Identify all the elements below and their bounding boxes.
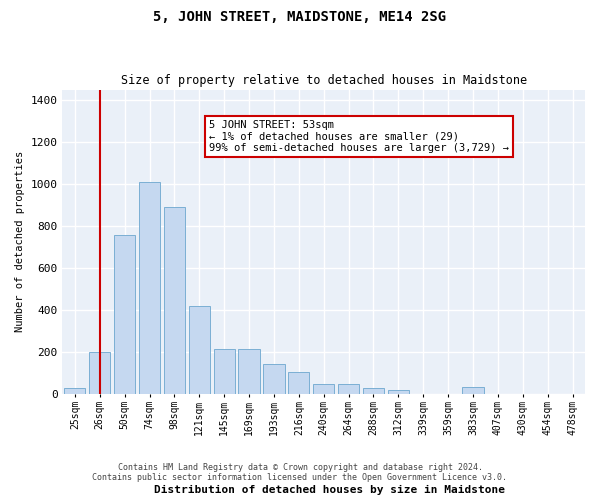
Bar <box>238 349 260 394</box>
Bar <box>114 234 135 394</box>
Bar <box>164 207 185 394</box>
Bar <box>388 390 409 394</box>
Bar <box>189 306 210 394</box>
Bar <box>139 182 160 394</box>
Text: 5, JOHN STREET, MAIDSTONE, ME14 2SG: 5, JOHN STREET, MAIDSTONE, ME14 2SG <box>154 10 446 24</box>
Bar <box>363 388 384 394</box>
Bar <box>338 384 359 394</box>
Title: Size of property relative to detached houses in Maidstone: Size of property relative to detached ho… <box>121 74 527 87</box>
Text: Contains HM Land Registry data © Crown copyright and database right 2024.: Contains HM Land Registry data © Crown c… <box>118 464 482 472</box>
Bar <box>214 349 235 394</box>
Bar <box>288 372 310 394</box>
Bar <box>463 387 484 394</box>
Text: Distribution of detached houses by size in Maidstone: Distribution of detached houses by size … <box>155 485 505 495</box>
Bar <box>64 388 85 394</box>
Bar <box>89 352 110 394</box>
Bar <box>313 384 334 394</box>
Y-axis label: Number of detached properties: Number of detached properties <box>15 151 25 332</box>
Text: Contains public sector information licensed under the Open Government Licence v3: Contains public sector information licen… <box>92 474 508 482</box>
Bar <box>263 364 284 394</box>
Text: 5 JOHN STREET: 53sqm
← 1% of detached houses are smaller (29)
99% of semi-detach: 5 JOHN STREET: 53sqm ← 1% of detached ho… <box>209 120 509 153</box>
